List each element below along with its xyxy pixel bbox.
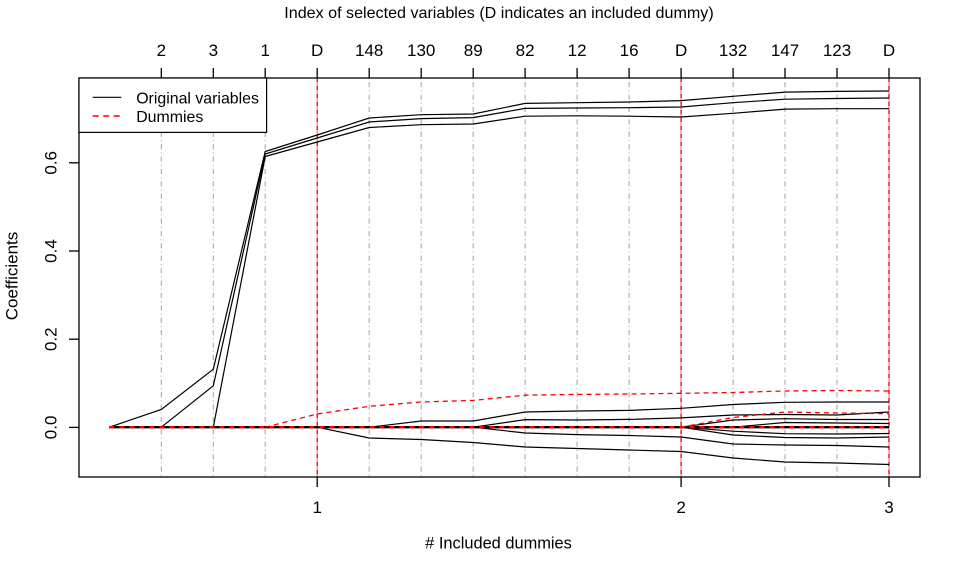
- svg-text:Dummies: Dummies: [136, 109, 203, 126]
- svg-text:# Included dummies: # Included dummies: [425, 535, 572, 553]
- svg-text:147: 147: [771, 41, 799, 60]
- svg-text:D: D: [883, 41, 895, 60]
- svg-text:0.2: 0.2: [42, 327, 61, 351]
- svg-text:0.6: 0.6: [42, 151, 61, 175]
- svg-text:148: 148: [355, 41, 383, 60]
- svg-text:Original variables: Original variables: [136, 91, 259, 108]
- svg-text:0.4: 0.4: [42, 239, 61, 263]
- svg-text:2: 2: [157, 41, 166, 60]
- svg-text:2: 2: [676, 498, 685, 517]
- svg-text:D: D: [311, 41, 323, 60]
- svg-text:12: 12: [568, 41, 587, 60]
- svg-text:D: D: [675, 41, 687, 60]
- svg-text:130: 130: [407, 41, 435, 60]
- svg-text:3: 3: [209, 41, 218, 60]
- svg-text:Index of selected variables (D: Index of selected variables (D indicates…: [284, 4, 713, 22]
- svg-text:16: 16: [620, 41, 639, 60]
- svg-text:1: 1: [260, 41, 269, 60]
- svg-text:89: 89: [464, 41, 483, 60]
- svg-text:1: 1: [312, 498, 321, 517]
- svg-text:Coefficients: Coefficients: [3, 232, 22, 321]
- svg-text:132: 132: [719, 41, 747, 60]
- svg-text:82: 82: [516, 41, 535, 60]
- svg-text:3: 3: [884, 498, 893, 517]
- svg-text:0.0: 0.0: [42, 416, 61, 440]
- svg-text:123: 123: [823, 41, 851, 60]
